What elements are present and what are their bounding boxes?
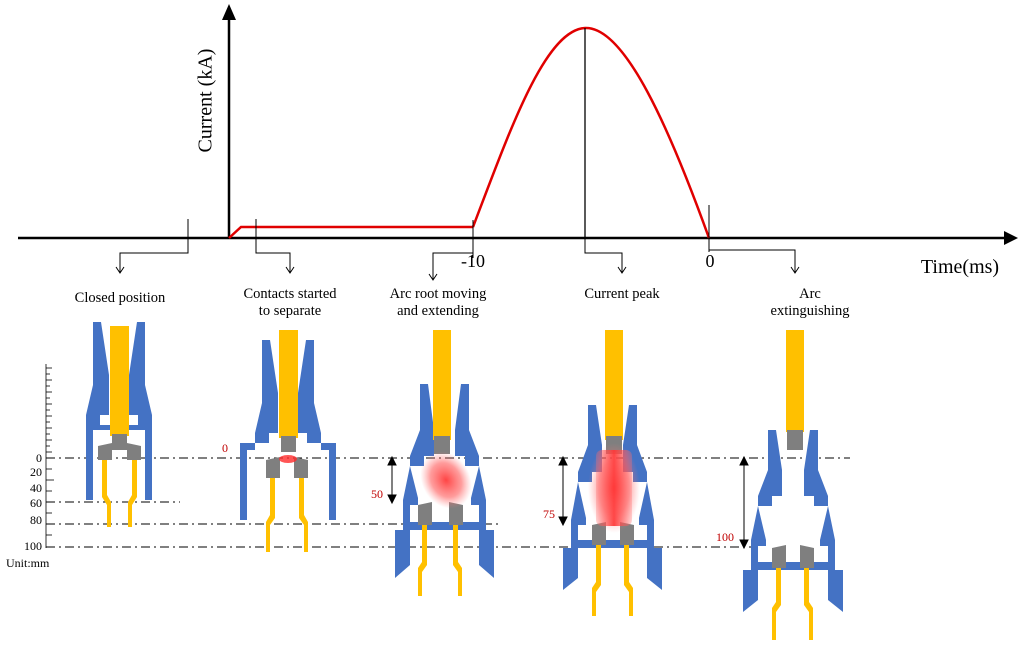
double-arrow-icon — [558, 516, 568, 527]
scale-tick-80: 80 — [30, 513, 42, 527]
x-axis-label: Time(ms) — [920, 256, 1000, 278]
double-arrow-icon — [387, 455, 397, 466]
tick-zero: 0 — [705, 251, 715, 271]
scale-tick-60: 60 — [30, 496, 42, 510]
scale-tick-0: 0 — [36, 451, 42, 465]
stage-label-arc-moving: Arc root moving and extending — [389, 286, 487, 319]
breaker-peak — [563, 330, 662, 616]
stage-pointer-arrow-icon — [790, 266, 800, 274]
stage-label-separate: Contacts started to separate — [243, 286, 337, 319]
scale-tick-100: 100 — [24, 539, 42, 553]
displacement-100: 100 — [716, 530, 734, 544]
breaker-separating — [240, 330, 336, 552]
stage-pointer-arrow-icon — [115, 266, 125, 274]
breaker-arc-moving — [395, 330, 494, 596]
scale-unit: Unit:mm — [6, 556, 50, 570]
double-arrow-icon — [739, 455, 749, 466]
current-trace-peak — [471, 26, 711, 239]
stage-pointer-arrow-icon — [617, 266, 627, 274]
scale-tick-40: 40 — [30, 481, 42, 495]
displacement-75: 75 — [543, 507, 555, 521]
displacement-50: 50 — [371, 487, 383, 501]
pointer-arc-moving — [432, 252, 473, 279]
current-graph — [18, 4, 1018, 281]
pointer-closed — [119, 238, 189, 272]
tick-minus10: -10 — [461, 251, 485, 271]
pointer-peak — [584, 238, 623, 272]
pointer-arrowheads — [115, 266, 800, 281]
stage-pointer-arrow-icon — [428, 273, 438, 281]
stage-label-peak: Current peak — [584, 286, 660, 302]
ruler — [45, 364, 54, 548]
displacement-arrows — [387, 455, 749, 550]
breaker-closed — [86, 322, 152, 527]
pointer-separate — [255, 238, 291, 272]
stage-pointer-arrows — [119, 238, 796, 279]
displacement-0: 0 — [222, 441, 228, 455]
time-axis-arrow-icon — [1004, 231, 1018, 245]
scale-tick-20: 20 — [30, 465, 42, 479]
stage-label-extinguish: Arc extinguishing — [770, 286, 850, 319]
y-axis-label: Current (kA) — [194, 48, 217, 153]
double-arrow-icon — [387, 494, 397, 505]
pointer-extinguish — [708, 238, 796, 272]
current-trace-flat — [228, 225, 473, 239]
double-arrow-icon — [558, 455, 568, 466]
breaker-extinguishing — [743, 330, 843, 640]
current-axis-arrow-icon — [222, 4, 236, 20]
stage-pointer-arrow-icon — [285, 266, 295, 274]
double-arrow-icon — [739, 539, 749, 550]
stage-label-closed: Closed position — [74, 290, 166, 306]
